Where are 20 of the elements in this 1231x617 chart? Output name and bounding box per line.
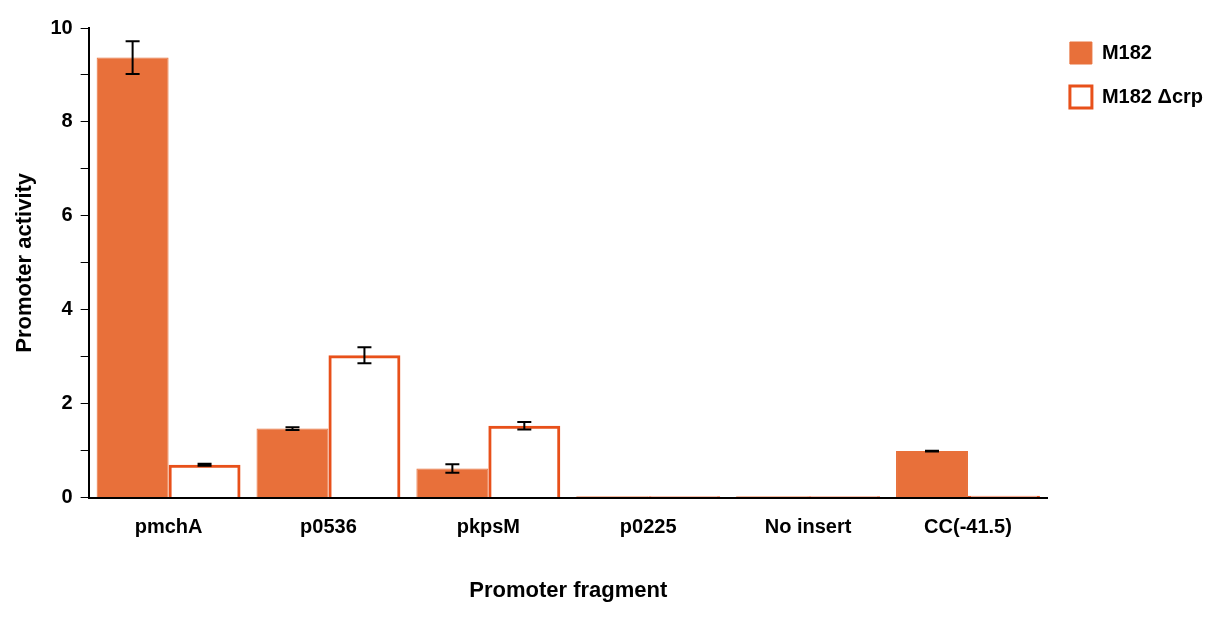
x-tick-label: CC(-41.5) bbox=[924, 515, 1012, 538]
y-tick-label: 6 bbox=[61, 203, 73, 226]
bar bbox=[896, 451, 968, 498]
y-tick-label: 2 bbox=[61, 391, 73, 414]
x-axis-title: Promoter fragment bbox=[469, 576, 668, 602]
x-tick-label: pmchA bbox=[134, 515, 203, 538]
bar bbox=[416, 468, 489, 498]
x-tick-label: No insert bbox=[764, 515, 852, 538]
x-tick-label: p0225 bbox=[619, 515, 677, 538]
y-tick-label: 4 bbox=[61, 297, 74, 320]
y-tick-label: 0 bbox=[61, 485, 73, 508]
y-tick-label: 8 bbox=[61, 109, 73, 132]
x-tick-label: p0536 bbox=[300, 515, 357, 538]
legend-label: M182 bbox=[1101, 40, 1152, 63]
y-tick-label: 10 bbox=[50, 15, 73, 38]
bar bbox=[256, 428, 329, 498]
y-axis-title: Promoter activity bbox=[11, 172, 37, 353]
legend-label: M182 Δcrp bbox=[1101, 84, 1204, 107]
x-tick-label: pkpsM bbox=[456, 515, 521, 538]
bar bbox=[96, 57, 169, 498]
